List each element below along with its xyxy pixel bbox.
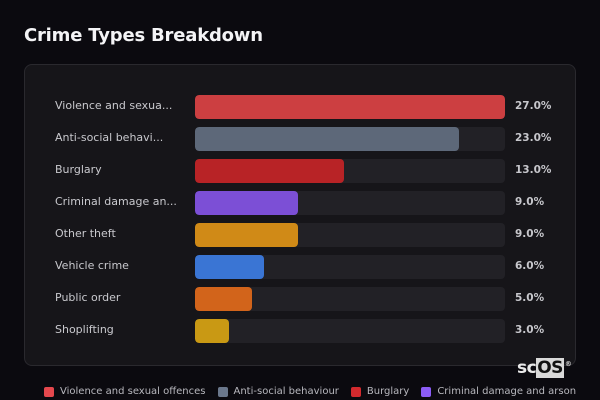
page-title: Crime Types Breakdown: [24, 25, 263, 46]
legend-label: Burglary: [366, 386, 410, 397]
bar-label: Criminal damage an...: [55, 195, 177, 208]
bar-label: Vehicle crime: [55, 259, 129, 272]
bar-track: [195, 287, 505, 311]
bar-value: 9.0%: [515, 196, 545, 208]
scos-logo: scOS ®: [517, 358, 572, 378]
bar-value: 3.0%: [515, 324, 545, 336]
bar-value: 6.0%: [515, 260, 545, 272]
bar-label: Burglary: [55, 163, 102, 176]
legend-item[interactable]: Burglary: [350, 386, 410, 397]
bar-track: [195, 127, 505, 151]
bar-fill[interactable]: [195, 159, 345, 183]
bar-track: [195, 255, 505, 279]
bar-row: Criminal damage an... 9.0%: [25, 191, 577, 217]
bar-value: 9.0%: [515, 228, 545, 240]
bar-row: Violence and sexua... 27.0%: [25, 95, 577, 121]
bar-row: Public order 5.0%: [25, 287, 577, 313]
bar-row: Anti-social behavi... 23.0%: [25, 127, 577, 153]
bar-track: [195, 159, 505, 183]
bar-row: Vehicle crime 6.0%: [25, 255, 577, 281]
chart-legend: Violence and sexual offences Anti-social …: [44, 386, 576, 397]
legend-swatch-icon: [44, 386, 54, 397]
legend-swatch-icon: [350, 386, 361, 397]
bar-fill[interactable]: [195, 223, 299, 247]
legend-label: Anti-social behaviour: [233, 386, 339, 397]
bar-track: [195, 191, 505, 215]
legend-item[interactable]: Criminal damage and arson: [421, 386, 576, 397]
bar-label: Anti-social behavi...: [55, 131, 164, 144]
logo-os: OS: [536, 358, 564, 378]
legend-label: Criminal damage and arson: [437, 386, 577, 397]
bar-row: Shoplifting 3.0%: [25, 319, 577, 345]
legend-swatch-icon: [421, 386, 432, 397]
bar-label: Violence and sexua...: [55, 99, 173, 112]
bar-value: 13.0%: [515, 164, 552, 176]
chart-panel: Violence and sexua... 27.0% Anti-social be…: [24, 64, 576, 366]
bar-fill[interactable]: [195, 319, 230, 343]
bar-track: [195, 223, 505, 247]
bar-value: 27.0%: [515, 100, 552, 112]
bar-label: Shoplifting: [55, 323, 114, 336]
bar-label: Public order: [55, 291, 121, 304]
legend-item[interactable]: Violence and sexual offences: [44, 386, 206, 397]
bar-value: 5.0%: [515, 292, 545, 304]
logo-sc: sc: [517, 358, 537, 378]
bar-fill[interactable]: [195, 255, 264, 279]
bar-fill[interactable]: [195, 95, 505, 119]
registered-mark-icon: ®: [564, 360, 572, 369]
bar-value: 23.0%: [515, 132, 552, 144]
bar-fill[interactable]: [195, 127, 460, 151]
bar-track: [195, 95, 505, 119]
legend-swatch-icon: [217, 386, 228, 397]
bar-track: [195, 319, 505, 343]
bar-row: Other theft 9.0%: [25, 223, 577, 249]
bar-fill[interactable]: [195, 287, 253, 311]
legend-item[interactable]: Anti-social behaviour: [217, 386, 339, 397]
bar-label: Other theft: [55, 227, 116, 240]
bar-row: Burglary 13.0%: [25, 159, 577, 185]
bar-fill[interactable]: [195, 191, 299, 215]
legend-label: Violence and sexual offences: [60, 386, 206, 397]
